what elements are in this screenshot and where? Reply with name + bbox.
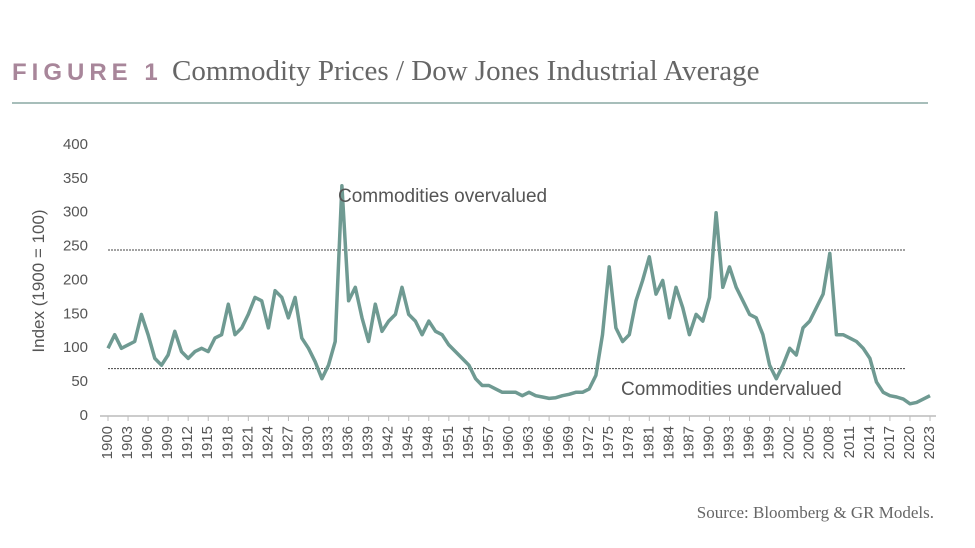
x-tick-label: 1909 <box>159 426 176 459</box>
x-tick-label: 1951 <box>440 426 457 459</box>
y-tick-label: 50 <box>71 373 88 390</box>
x-tick-label: 1954 <box>460 426 477 459</box>
x-tick-label: 2023 <box>921 426 938 459</box>
source: Source: Bloomberg & GR Models. <box>697 503 934 522</box>
x-tick-label: 2014 <box>861 426 878 459</box>
x-tick-label: 1996 <box>741 426 758 459</box>
x-tick-label: 1906 <box>139 426 156 459</box>
x-tick-label: 1993 <box>720 426 737 459</box>
y-tick-label: 150 <box>63 305 88 322</box>
x-tick-label: 1960 <box>500 426 517 459</box>
y-tick-label: 250 <box>63 238 88 255</box>
x-tick-label: 2008 <box>821 426 838 459</box>
x-tick-label: 1912 <box>179 426 196 459</box>
annotation: Commodities overvalued <box>338 186 547 207</box>
x-tick-label: 1942 <box>380 426 397 459</box>
x-tick-label: 1975 <box>600 426 617 459</box>
x-tick-label: 2020 <box>901 426 918 459</box>
x-tick-label: 1981 <box>640 426 657 459</box>
x-tick-label: 1978 <box>620 426 637 459</box>
y-tick-label: 300 <box>63 204 88 221</box>
y-tick-label: 100 <box>63 339 88 356</box>
annotation: Commodities undervalued <box>621 379 842 400</box>
x-tick-label: 1966 <box>540 426 557 459</box>
x-tick-label: 1990 <box>700 426 717 459</box>
y-axis-label: Index (1900 = 100) <box>29 209 48 352</box>
y-tick-label: 200 <box>63 271 88 288</box>
x-tick-label: 1903 <box>119 426 136 459</box>
x-tick-label: 1957 <box>480 426 497 459</box>
x-tick-label: 1999 <box>761 426 778 459</box>
figure-label: FIGURE 1 <box>12 59 163 86</box>
x-tick-label: 1927 <box>279 426 296 459</box>
x-tick-label: 1921 <box>239 426 256 459</box>
x-tick-label: 1939 <box>360 426 377 459</box>
x-tick-label: 1948 <box>420 426 437 459</box>
x-tick-label: 2017 <box>881 426 898 459</box>
x-tick-label: 1918 <box>219 426 236 459</box>
y-tick-label: 400 <box>63 136 88 153</box>
x-tick-label: 2002 <box>781 426 798 459</box>
x-tick-label: 1987 <box>680 426 697 459</box>
x-tick-label: 1945 <box>400 426 417 459</box>
data-line <box>106 183 931 406</box>
x-tick-label: 1930 <box>299 426 316 459</box>
x-tick-label: 1924 <box>259 426 276 459</box>
x-tick-label: 1900 <box>99 426 116 459</box>
x-tick-label: 1963 <box>520 426 537 459</box>
x-tick-label: 2005 <box>801 426 818 459</box>
x-tick-label: 1915 <box>199 426 216 459</box>
y-tick-label: 350 <box>63 170 88 187</box>
x-tick-label: 2011 <box>841 426 858 458</box>
x-tick-label: 1984 <box>660 426 677 459</box>
x-tick-label: 1969 <box>560 426 577 459</box>
chart-title: Commodity Prices / Dow Jones Industrial … <box>172 55 759 87</box>
x-tick-label: 1933 <box>320 426 337 459</box>
x-tick-label: 1972 <box>580 426 597 459</box>
y-tick-label: 0 <box>80 407 88 424</box>
x-tick-label: 1936 <box>340 426 357 459</box>
